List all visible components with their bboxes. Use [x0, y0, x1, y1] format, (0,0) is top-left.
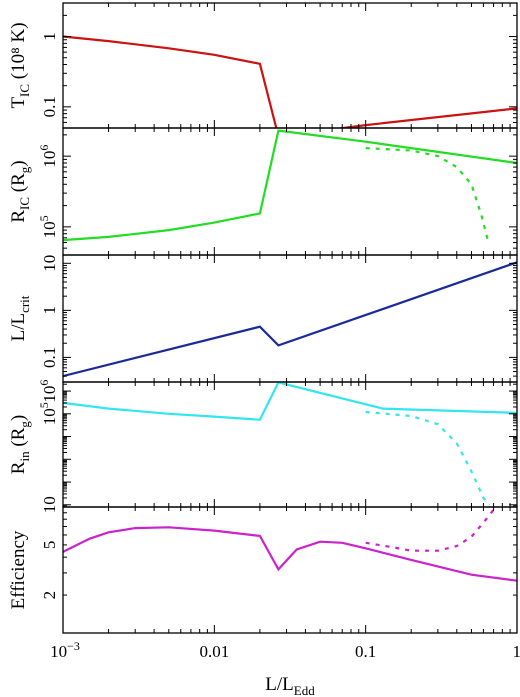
panel-5: 5 2 Efficiency: [8, 506, 518, 634]
panel-frame: [62, 2, 518, 129]
panel-3: 10 1 0.1 L/Lcrit: [8, 254, 518, 383]
y-axis-label: RIC (Rg): [8, 160, 32, 222]
series-line-4-1: [63, 382, 517, 421]
y-tick-label: 0.1: [40, 347, 59, 368]
panel-frame: [62, 381, 518, 508]
panel-1: 1 0.1 TIC (10⁸ K): [8, 2, 518, 129]
y-tick-label: 1: [40, 32, 59, 41]
series-line-2-1: [63, 129, 517, 242]
y-tick-label: 2: [40, 591, 59, 600]
x-tick-label: 0.01: [199, 642, 229, 661]
series-line-3-1: [63, 261, 517, 378]
panel-frame: [62, 506, 518, 634]
y-tick-label: 5: [40, 541, 59, 550]
y-tick-label: 0.1: [40, 96, 59, 117]
y-tick-label: 10: [40, 255, 59, 272]
y-axis-label: Efficiency: [8, 530, 29, 609]
dashed-series-line-4-2: [365, 410, 491, 506]
x-tick-label: 1: [513, 642, 520, 661]
panel-frame: [62, 254, 518, 383]
y-tick-label: 105: [37, 402, 59, 425]
y-axis-label: L/Lcrit: [8, 295, 32, 341]
y-axis-label: Rin (Rg): [8, 415, 32, 474]
series-line-5-1: [63, 526, 517, 582]
x-tick-label: 10−3: [50, 639, 80, 661]
y-tick-label: 10: [40, 496, 59, 513]
x-axis: 10−3 0.01 0.1 1 L/LEdd: [50, 639, 520, 697]
dashed-series-line-2-2: [365, 147, 490, 244]
y-axis-label: TIC (10⁸ K): [8, 22, 32, 108]
series-line-1-1: [63, 35, 517, 128]
dashed-series-line-5-2: [365, 509, 495, 552]
panel-frame: [62, 127, 518, 256]
y-tick-label: 106: [37, 380, 59, 403]
y-tick-label: 105: [37, 215, 59, 238]
x-tick-label: 0.1: [355, 642, 376, 661]
x-axis-label: L/LEdd: [265, 674, 315, 697]
y-tick-label: 1: [40, 306, 59, 315]
y-tick-label: 106: [37, 145, 59, 168]
